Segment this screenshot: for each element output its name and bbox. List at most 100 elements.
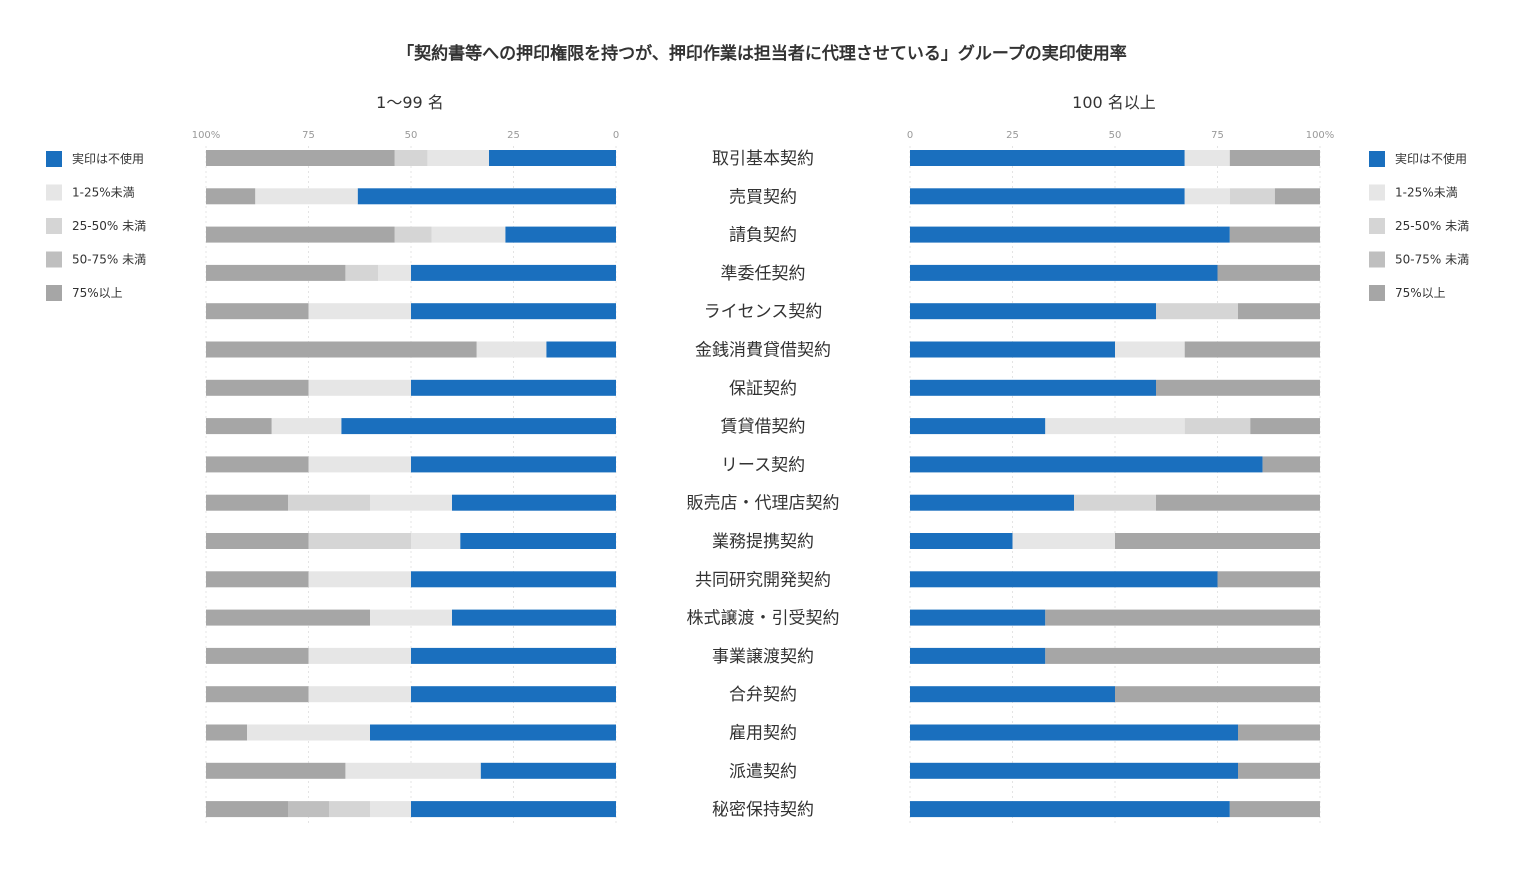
bar-segment <box>1250 418 1320 435</box>
bar-segment <box>427 150 489 166</box>
category-label: 派遣契約 <box>729 762 797 782</box>
legend-swatch <box>46 251 62 268</box>
category-label: 業務提携契約 <box>712 532 814 552</box>
tick-label: 0 <box>907 130 913 141</box>
bar-segment <box>411 303 616 320</box>
bar-segment <box>1045 609 1320 626</box>
gridlines <box>205 146 1321 825</box>
bar-segment <box>1184 150 1230 166</box>
bar-segment <box>411 379 616 396</box>
bar-segment <box>1274 188 1320 205</box>
bar-segment <box>308 456 411 473</box>
axis-ticks: 100% 75 50 25 0 0 25 50 75 100% <box>192 130 1335 141</box>
tick-label: 50 <box>1109 130 1122 141</box>
category-label: 売買契約 <box>729 187 797 207</box>
category-label: リース契約 <box>721 455 805 475</box>
bar-segment <box>910 724 1238 741</box>
category-label: ライセンス契約 <box>704 302 823 322</box>
bar-segment <box>206 456 309 473</box>
bars <box>206 150 1320 818</box>
bar-segment <box>910 647 1046 664</box>
bar-segment <box>1262 456 1320 473</box>
legend-left: 実印は不使用 1-25%未満 25-50% 未満 50-75% 未満 75%以上 <box>46 151 146 301</box>
category-label: 雇用契約 <box>729 724 797 744</box>
panel-title-large-companies: 100 名以上 <box>1072 93 1156 112</box>
bar-segment <box>206 379 309 396</box>
bar-segment <box>1156 303 1238 320</box>
tick-label: 100% <box>1306 130 1335 141</box>
category-labels: 取引基本契約売買契約請負契約準委任契約ライセンス契約金銭消費貸借契約保証契約賃貸… <box>687 149 840 820</box>
bar-segment <box>910 341 1115 358</box>
bar-segment <box>910 533 1013 549</box>
bar-segment <box>370 494 452 511</box>
bar-segment <box>370 609 452 626</box>
bar-segment <box>206 264 346 281</box>
bar-segment <box>411 571 616 588</box>
bar-segment <box>546 341 616 358</box>
bar-segment <box>1229 188 1275 205</box>
legend-label: 75%以上 <box>72 286 123 300</box>
legend-label: 50-75% 未満 <box>1395 253 1469 267</box>
bar-segment <box>1238 303 1320 320</box>
category-label: 販売店・代理店契約 <box>687 494 840 514</box>
bar-segment <box>480 762 616 779</box>
bar-segment <box>910 264 1218 281</box>
tick-label: 100% <box>192 130 221 141</box>
bar-segment <box>1156 494 1320 511</box>
category-label: 共同研究開発契約 <box>695 570 831 590</box>
legend-label: 50-75% 未満 <box>72 253 146 267</box>
bar-segment <box>1045 418 1185 435</box>
bar-segment <box>910 226 1230 243</box>
bar-segment <box>206 762 346 779</box>
category-label: 準委任契約 <box>721 264 806 284</box>
legend-swatch <box>46 184 62 201</box>
legend-swatch <box>1369 285 1385 301</box>
bar-segment <box>488 150 616 166</box>
bar-segment <box>1229 226 1320 243</box>
category-label: 賃貸借契約 <box>721 417 806 437</box>
bar-segment <box>206 609 370 626</box>
bar-segment <box>1012 533 1115 549</box>
bar-segment <box>505 226 616 243</box>
category-label: 事業譲渡契約 <box>712 647 814 667</box>
bar-segment <box>206 150 395 166</box>
bar-segment <box>206 494 288 511</box>
legend-label: 実印は不使用 <box>1395 151 1467 166</box>
bar-segment <box>910 762 1238 779</box>
tick-label: 75 <box>302 130 315 141</box>
bar-segment <box>308 571 411 588</box>
bar-segment <box>206 188 256 205</box>
bar-segment <box>910 609 1046 626</box>
bar-segment <box>206 724 247 741</box>
legend-swatch <box>1369 251 1385 268</box>
bar-segment <box>341 418 616 435</box>
bar-segment <box>271 418 342 435</box>
bar-segment <box>288 494 370 511</box>
bar-segment <box>910 379 1156 396</box>
category-label: 保証契約 <box>729 379 797 399</box>
bar-segment <box>411 456 616 473</box>
bar-segment <box>411 647 616 664</box>
bar-segment <box>910 456 1263 473</box>
bar-segment <box>247 724 370 741</box>
bar-segment <box>308 647 411 664</box>
bar-segment <box>452 609 616 626</box>
tick-label: 0 <box>613 130 619 141</box>
bar-segment <box>1229 150 1320 166</box>
bar-segment <box>1156 379 1320 396</box>
bar-segment <box>1115 341 1185 358</box>
bar-segment <box>411 264 616 281</box>
bar-segment <box>394 150 428 166</box>
bar-segment <box>308 379 411 396</box>
legend-swatch <box>1369 184 1385 201</box>
bar-segment <box>255 188 358 205</box>
legend-label: 実印は不使用 <box>72 151 144 166</box>
bar-segment <box>1184 418 1251 435</box>
category-label: 請負契約 <box>729 226 797 246</box>
legend-swatch <box>46 151 62 167</box>
bar-segment <box>345 264 379 281</box>
legend-label: 1-25%未満 <box>72 186 135 200</box>
bar-segment <box>910 571 1218 588</box>
bar-segment <box>394 226 432 243</box>
bar-segment <box>1238 724 1320 741</box>
